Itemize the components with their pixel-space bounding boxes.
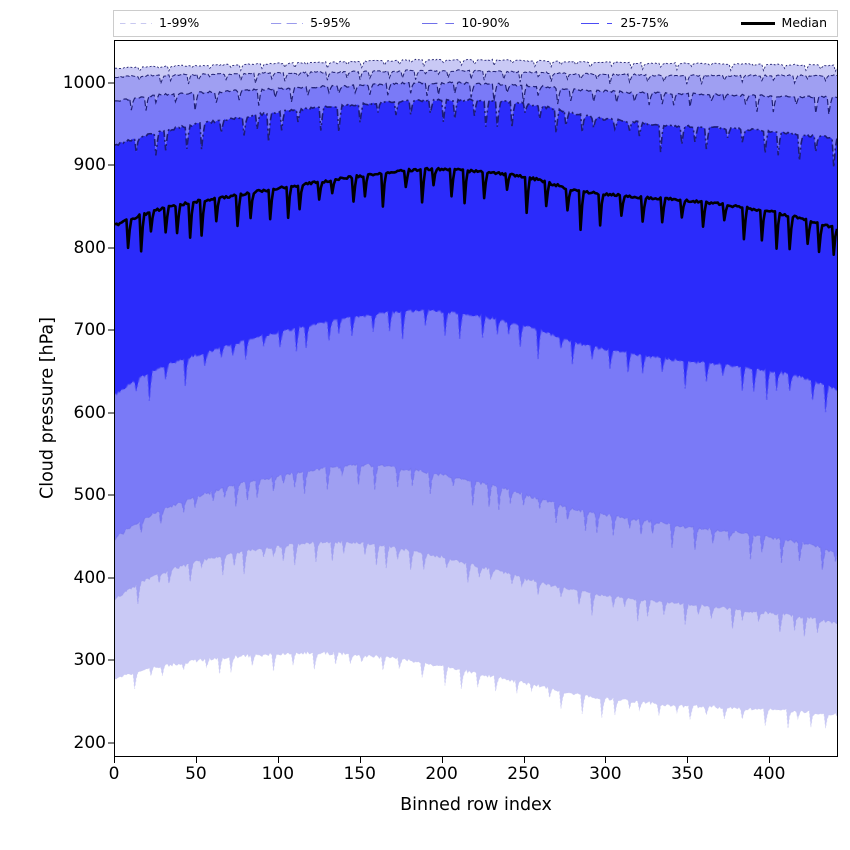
band-10-90-lower-edge bbox=[115, 463, 837, 571]
percentile-band-chart bbox=[115, 58, 837, 729]
y-tick-mark bbox=[108, 164, 114, 166]
x-tick-label: 50 bbox=[185, 764, 207, 784]
legend-entry-1-99[interactable]: 1-99% bbox=[120, 17, 199, 30]
y-axis-label: Cloud pressure [hPa] bbox=[37, 317, 58, 499]
x-tick-label: 350 bbox=[671, 764, 704, 784]
y-tick-label: 300 bbox=[73, 650, 106, 671]
y-tick-label: 800 bbox=[73, 237, 106, 258]
chart-legend: 1-99% 5-95% 10-90% 25-75% Median bbox=[113, 10, 838, 37]
x-tick-label: 400 bbox=[752, 764, 786, 784]
legend-swatch-5-95 bbox=[271, 22, 304, 25]
x-tick-mark bbox=[277, 757, 279, 763]
band-25-75-fill bbox=[115, 99, 837, 413]
legend-entry-5-95[interactable]: 5-95% bbox=[271, 17, 350, 30]
legend-label-10-90: 10-90% bbox=[461, 15, 510, 31]
legend-label-5-95: 5-95% bbox=[310, 15, 351, 31]
band-5-95-upper-edge bbox=[115, 69, 837, 86]
x-axis-label: Binned row index bbox=[400, 795, 552, 815]
median-line bbox=[115, 166, 837, 257]
x-tick-mark bbox=[769, 757, 771, 763]
legend-label-1-99: 1-99% bbox=[159, 15, 200, 31]
x-tick-label: 150 bbox=[343, 764, 376, 784]
x-tick-mark bbox=[114, 757, 115, 763]
y-tick-label: 400 bbox=[73, 567, 106, 588]
band-1-99-lower-edge bbox=[115, 650, 837, 729]
legend-entry-10-90[interactable]: 10-90% bbox=[422, 15, 510, 31]
band-10-90-upper-edge bbox=[115, 81, 837, 115]
x-tick-label: 250 bbox=[507, 764, 540, 784]
x-tick-label: 100 bbox=[261, 764, 295, 784]
x-tick-mark bbox=[195, 757, 197, 763]
plot-area bbox=[114, 40, 838, 757]
legend-entry-median[interactable]: Median bbox=[740, 15, 827, 31]
y-tick-label: 600 bbox=[73, 402, 106, 423]
y-tick-label: 200 bbox=[73, 732, 106, 753]
y-tick-mark bbox=[108, 577, 114, 579]
band-5-95-lower-edge bbox=[115, 539, 837, 637]
legend-entry-25-75[interactable]: 25-75% bbox=[581, 15, 669, 31]
band-25-75-lower-edge bbox=[115, 308, 837, 413]
y-tick-mark bbox=[108, 247, 114, 249]
legend-label-median: Median bbox=[781, 15, 827, 31]
y-tick-mark bbox=[108, 412, 114, 414]
legend-swatch-1-99 bbox=[120, 22, 152, 25]
y-tick-label: 900 bbox=[73, 155, 106, 176]
y-tick-label: 1000 bbox=[62, 72, 106, 93]
x-tick-label: 0 bbox=[108, 764, 120, 784]
legend-label-25-75: 25-75% bbox=[620, 15, 669, 31]
y-tick-mark bbox=[108, 494, 114, 496]
y-tick-mark bbox=[108, 329, 114, 331]
y-tick-label: 500 bbox=[73, 485, 106, 506]
legend-swatch-25-75 bbox=[581, 22, 614, 25]
x-tick-label: 300 bbox=[589, 764, 622, 784]
x-tick-mark bbox=[441, 757, 443, 763]
y-tick-mark bbox=[108, 82, 114, 84]
legend-swatch-median bbox=[740, 22, 775, 25]
x-tick-mark bbox=[687, 757, 689, 763]
y-tick-mark bbox=[108, 659, 114, 661]
band-25-75-upper-edge bbox=[115, 97, 837, 168]
y-axis-ticks: 200 300 400 500 600 700 800 900 1000 bbox=[0, 0, 106, 850]
x-tick-mark bbox=[523, 757, 525, 763]
x-tick-mark bbox=[605, 757, 607, 763]
y-tick-mark bbox=[108, 742, 114, 744]
y-tick-label: 700 bbox=[73, 320, 106, 341]
legend-swatch-10-90 bbox=[422, 22, 455, 25]
x-tick-label: 200 bbox=[425, 764, 458, 784]
x-tick-mark bbox=[359, 757, 361, 763]
